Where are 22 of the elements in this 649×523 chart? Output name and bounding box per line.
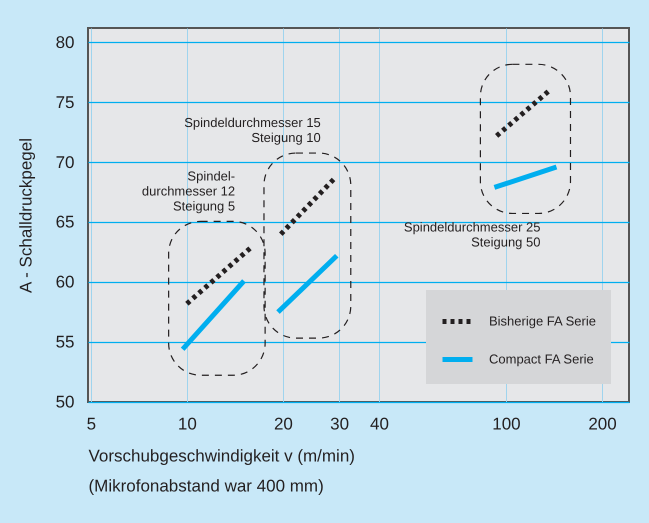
y-tick-label: 70: [56, 152, 74, 172]
y-axis-title: A - Schalldruckpegel: [16, 138, 36, 293]
x-axis-title: Vorschubgeschwindigkeit v (m/min): [88, 446, 355, 466]
x-tick-label: 10: [178, 414, 197, 434]
x-tick-label: 5: [86, 414, 96, 434]
y-tick-label: 60: [56, 272, 74, 292]
text: (Mikrofonabstand war 400 mm): [88, 476, 324, 496]
y-tick-label: 75: [56, 92, 74, 112]
annotation: Spindeldurchmesser 25 Steigung 50: [404, 219, 540, 250]
x-tick-label: 20: [274, 414, 293, 434]
legend-label: Compact FA Serie: [489, 352, 594, 366]
x-tick-label: 200: [588, 414, 617, 434]
y-tick-label: 50: [56, 392, 74, 412]
annotation: Spindel- durchmesser 12 Steigung 5: [142, 168, 236, 214]
x-tick-label: 30: [330, 414, 350, 434]
annotation: Spindeldurchmesser 15 Steigung 10: [184, 115, 321, 146]
y-tick-label: 80: [56, 32, 74, 52]
x-tick-label: 40: [370, 414, 389, 434]
y-tick-label: 55: [56, 332, 74, 352]
x-tick-label: 100: [492, 414, 521, 434]
y-tick-label: 65: [56, 212, 74, 232]
legend-label: Bisherige FA Serie: [489, 314, 596, 328]
